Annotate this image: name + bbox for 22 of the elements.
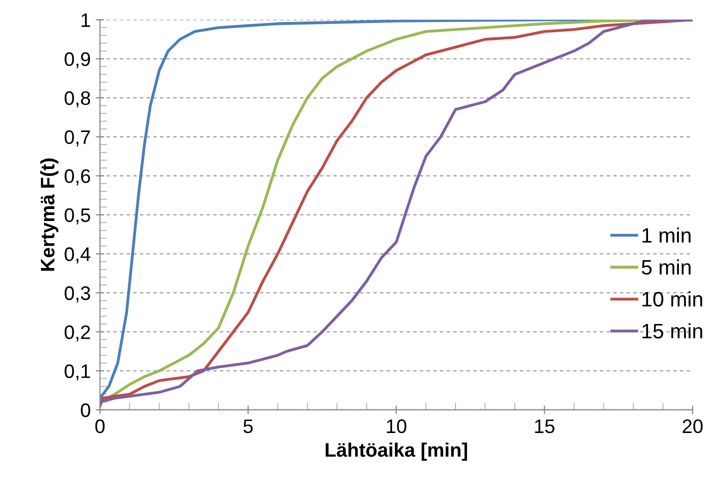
legend-label: 15 min — [642, 323, 702, 339]
x-tick-label: 15 — [535, 420, 554, 434]
y-tick-label: 0,3 — [64, 286, 90, 302]
legend-label: 10 min — [642, 291, 702, 307]
x-tick-label: 20 — [682, 419, 703, 434]
y-tick-label: 0,5 — [64, 208, 90, 224]
y-tick-label: 0,1 — [64, 364, 90, 380]
y-tick-label: 0,2 — [64, 325, 90, 342]
x-axis-title: Lähtöaika [min] — [326, 442, 468, 461]
x-tick-label: 5 — [243, 420, 253, 434]
y-tick-label: 1 — [82, 13, 90, 27]
x-tick-label: 10 — [386, 419, 406, 434]
y-tick-label: 0,6 — [64, 169, 90, 186]
y-axis-title: Kertymä F(t) — [40, 158, 58, 271]
y-tick-label: 0,8 — [64, 91, 90, 108]
y-tick-label: 0 — [80, 403, 90, 418]
y-tick-label: 0,9 — [64, 52, 90, 68]
y-tick-label: 0,7 — [64, 130, 90, 146]
x-tick-label: 0 — [95, 419, 105, 434]
legend-label: 5 min — [642, 259, 691, 275]
y-tick-label: 0,4 — [64, 247, 90, 264]
legend-label: 1 min — [642, 227, 691, 243]
